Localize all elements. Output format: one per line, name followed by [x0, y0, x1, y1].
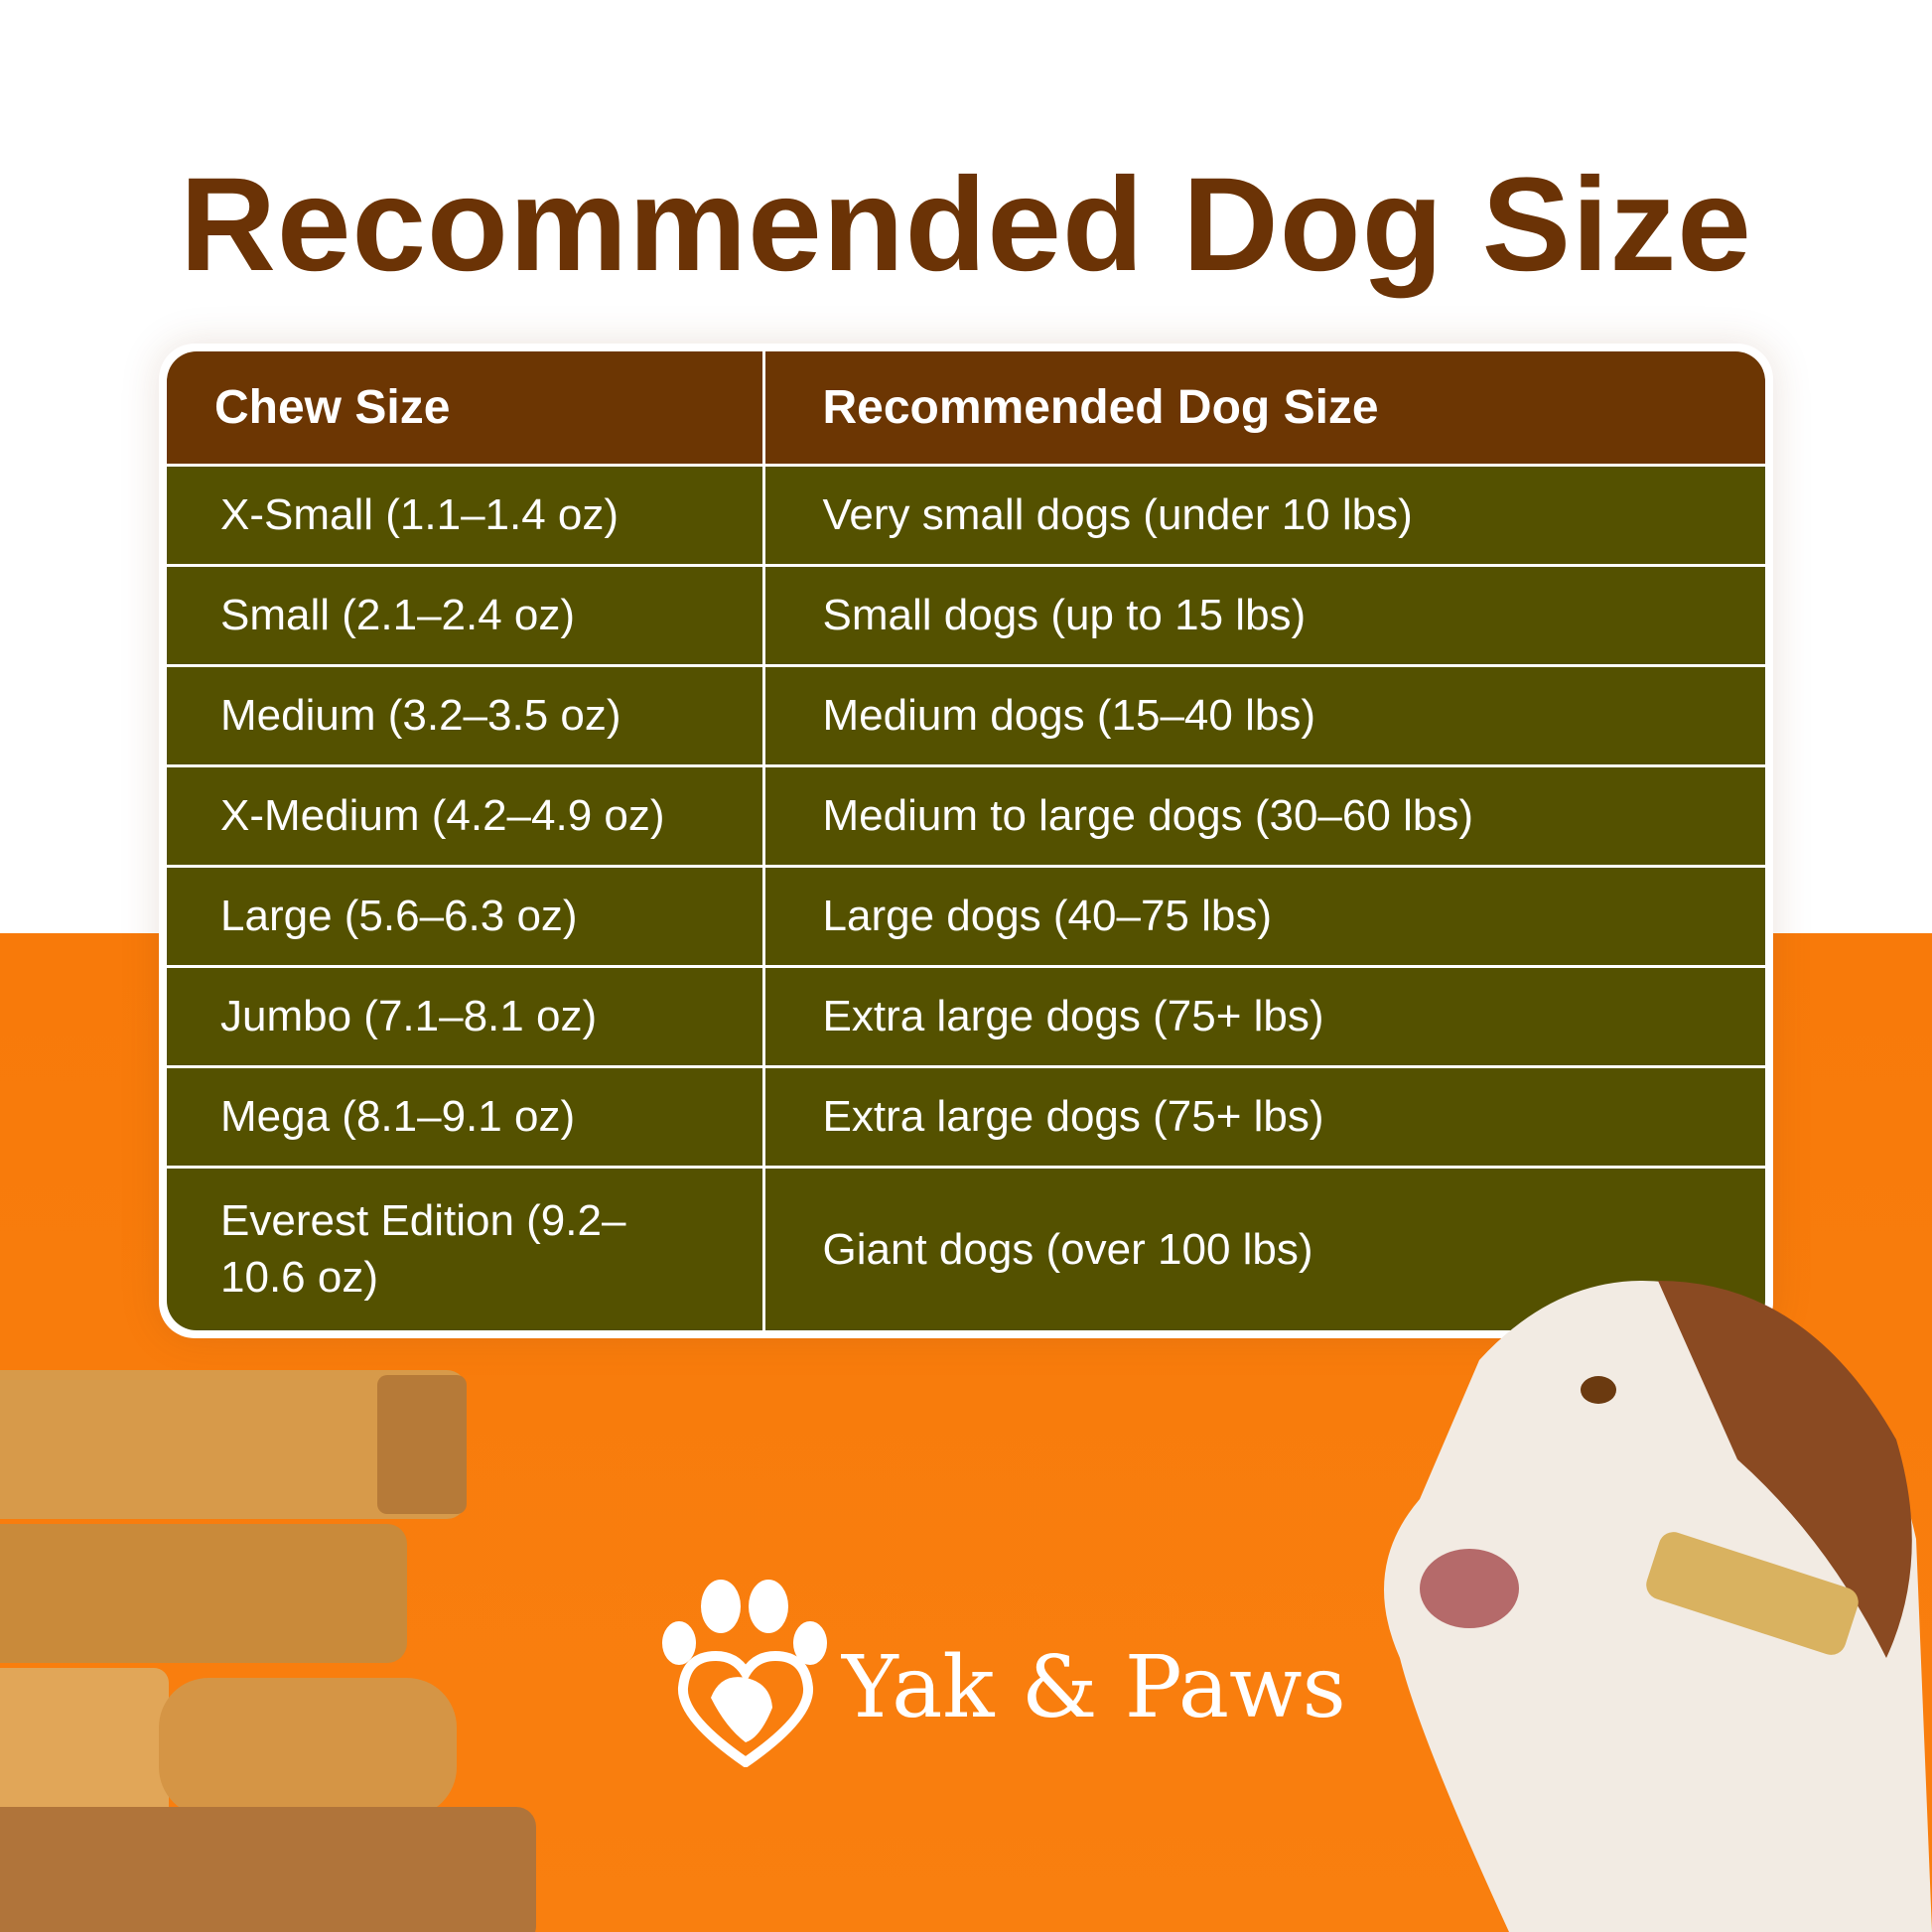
column-header: Recommended Dog Size	[761, 351, 1765, 467]
column-header: Chew Size	[167, 351, 765, 467]
chew-size-cell: Mega (8.1–9.1 oz)	[167, 1066, 765, 1169]
dog-size-cell: Large dogs (40–75 lbs)	[761, 866, 1765, 968]
table-row: Medium (3.2–3.5 oz) Medium dogs (15–40 lb…	[167, 665, 1765, 767]
chew-size-cell: Medium (3.2–3.5 oz)	[167, 665, 765, 767]
table-row: X-Small (1.1–1.4 oz) Very small dogs (und…	[167, 465, 1765, 567]
table-header-row: Chew Size Recommended Dog Size	[167, 351, 1765, 467]
chew-size-cell: Large (5.6–6.3 oz)	[167, 866, 765, 968]
chew-size-cell: X-Medium (4.2–4.9 oz)	[167, 765, 765, 868]
page-title: Recommended Dog Size	[180, 151, 1752, 299]
brand-name: Yak & Paws	[842, 1638, 1346, 1737]
dog-size-cell: Extra large dogs (75+ lbs)	[761, 1066, 1765, 1169]
paw-heart-logo-icon	[662, 1580, 827, 1767]
dog-image	[1384, 1281, 1932, 1932]
table-row: Small (2.1–2.4 oz) Small dogs (up to 15 l…	[167, 565, 1765, 667]
table-row: Jumbo (7.1–8.1 oz) Extra large dogs (75+ …	[167, 966, 1765, 1068]
dog-size-cell: Medium dogs (15–40 lbs)	[761, 665, 1765, 767]
dog-size-cell: Very small dogs (under 10 lbs)	[761, 465, 1765, 567]
table-row: X-Medium (4.2–4.9 oz) Medium to large dog…	[167, 765, 1765, 868]
chew-size-cell: Everest Edition (9.2–10.6 oz)	[167, 1167, 765, 1330]
dog-size-cell: Extra large dogs (75+ lbs)	[761, 966, 1765, 1068]
dog-size-cell: Medium to large dogs (30–60 lbs)	[761, 765, 1765, 868]
size-table-card: Chew Size Recommended Dog Size X-Small (…	[159, 344, 1773, 1338]
chew-size-cell: Small (2.1–2.4 oz)	[167, 565, 765, 667]
chew-size-cell: X-Small (1.1–1.4 oz)	[167, 465, 765, 567]
chew-size-cell: Jumbo (7.1–8.1 oz)	[167, 966, 765, 1068]
table-row: Mega (8.1–9.1 oz) Extra large dogs (75+ l…	[167, 1066, 1765, 1169]
dog-size-cell: Small dogs (up to 15 lbs)	[761, 565, 1765, 667]
size-table: Chew Size Recommended Dog Size X-Small (…	[167, 351, 1765, 1330]
table-row: Large (5.6–6.3 oz) Large dogs (40–75 lbs)	[167, 866, 1765, 968]
yak-chews-image	[0, 1370, 536, 1932]
